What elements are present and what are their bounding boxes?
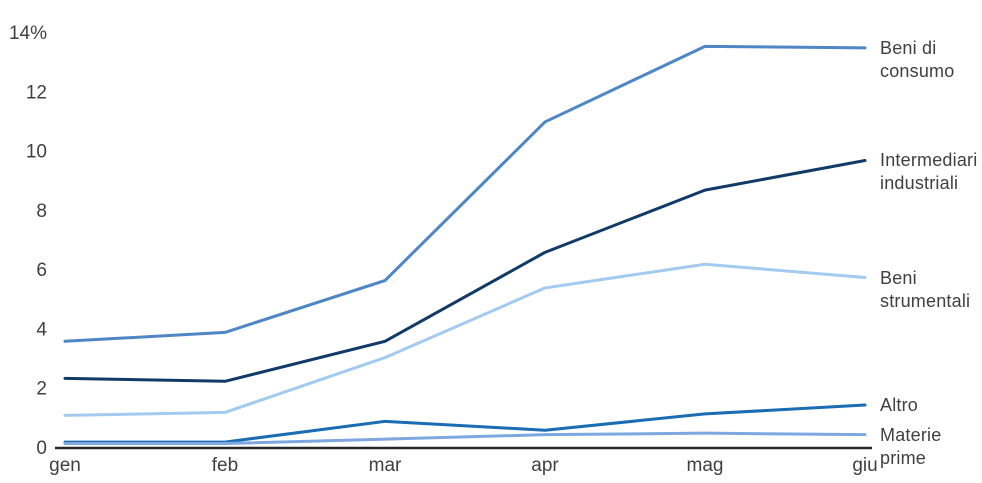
x-axis-tick-label: gen	[49, 455, 81, 476]
series-line-beni-di-consumo	[63, 44, 867, 343]
x-axis-tick-label: mag	[687, 455, 724, 476]
y-axis-tick-label: 0	[36, 438, 47, 459]
series-line-intermediari-industriali	[63, 158, 867, 383]
y-axis-tick-label: 4	[36, 319, 47, 340]
y-axis-tick-label: 2	[36, 379, 47, 400]
x-axis-tick-label: feb	[212, 455, 238, 476]
y-axis-tick-label: 6	[36, 260, 47, 281]
x-axis-tick-label: apr	[531, 455, 559, 476]
y-axis-tick-label: 12	[26, 82, 47, 103]
y-axis-tick-label: 10	[26, 142, 47, 163]
series-line-beni-strumentali	[63, 262, 867, 417]
x-axis-tick-label: giu	[852, 455, 877, 476]
series-line-materie-prime	[63, 431, 867, 446]
x-axis-tick-label: mar	[369, 455, 402, 476]
y-axis-tick-label: 8	[36, 201, 47, 222]
y-axis-tick-label: 14%	[9, 23, 47, 44]
